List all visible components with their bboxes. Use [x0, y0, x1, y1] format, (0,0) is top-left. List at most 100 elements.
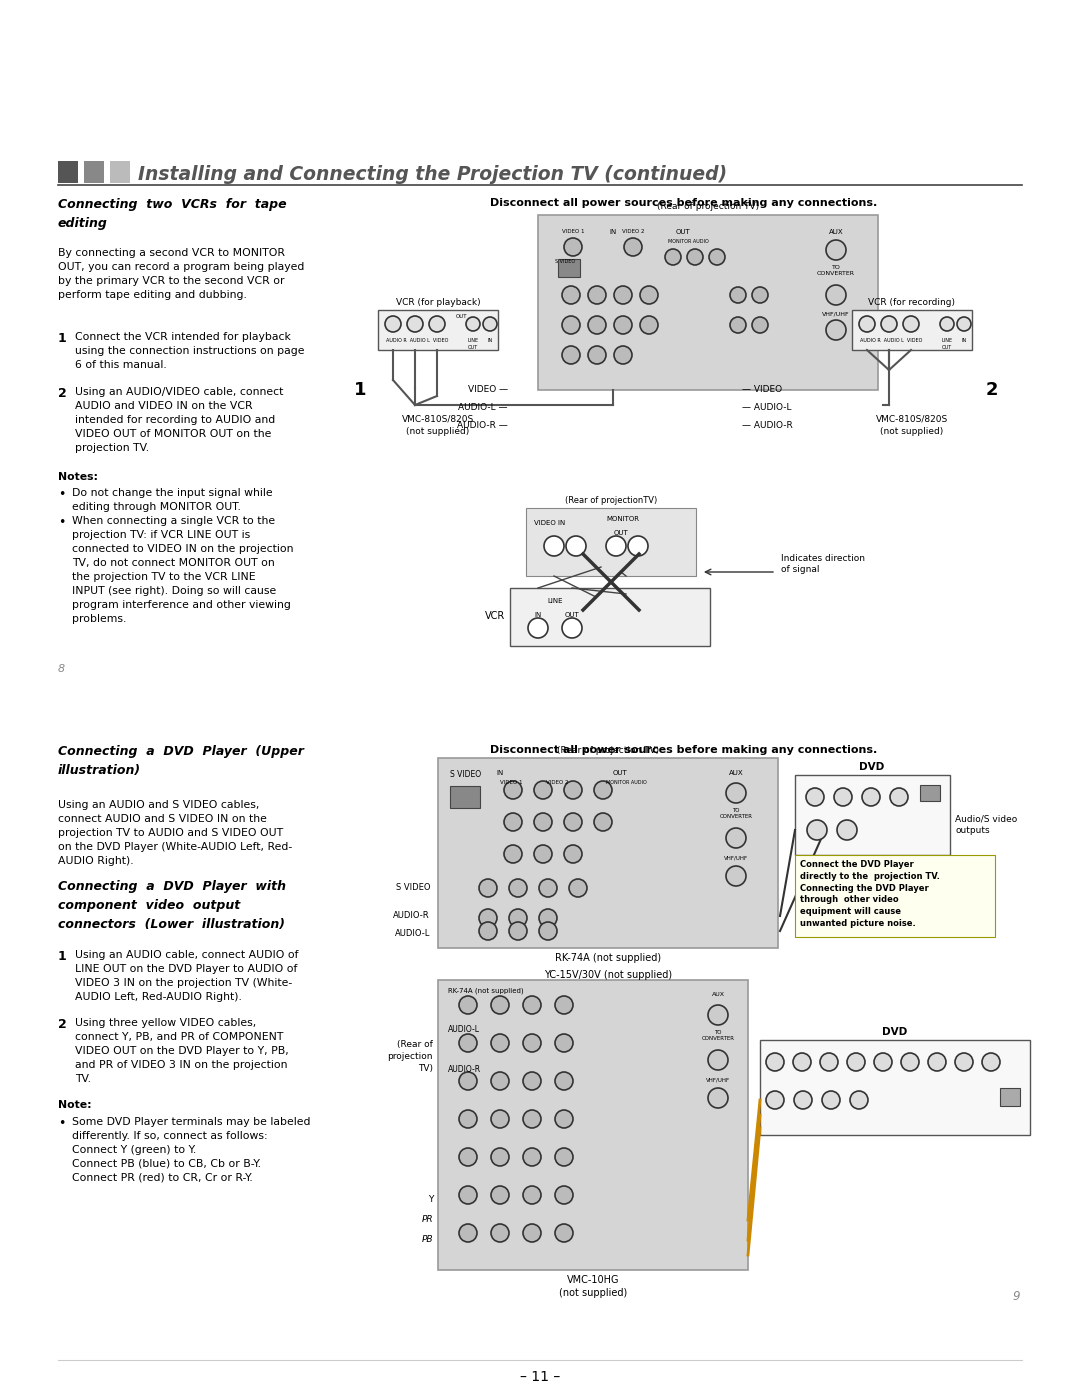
- Text: LINE
OUT: LINE OUT: [942, 338, 953, 349]
- Circle shape: [822, 1091, 840, 1109]
- Text: IN: IN: [961, 338, 967, 344]
- Circle shape: [955, 1053, 973, 1071]
- Text: VCR: VCR: [485, 610, 505, 622]
- Text: •: •: [58, 1118, 66, 1130]
- Circle shape: [793, 1053, 811, 1071]
- Text: By connecting a second VCR to MONITOR
OUT, you can record a program being played: By connecting a second VCR to MONITOR OU…: [58, 249, 305, 300]
- Circle shape: [982, 1053, 1000, 1071]
- Text: VMC-810S/820S
(not supplied): VMC-810S/820S (not supplied): [402, 415, 474, 436]
- Circle shape: [615, 346, 632, 365]
- Text: PR: PR: [421, 1215, 433, 1225]
- Bar: [920, 785, 940, 800]
- Text: — AUDIO-R: — AUDIO-R: [742, 420, 793, 429]
- Text: — VIDEO: — VIDEO: [742, 386, 782, 394]
- Circle shape: [459, 1111, 477, 1127]
- Text: MONITOR: MONITOR: [606, 515, 639, 522]
- Bar: [438, 981, 748, 1270]
- Text: Audio/S video
outputs: Audio/S video outputs: [955, 814, 1017, 835]
- Text: TO
CONVERTER: TO CONVERTER: [702, 1030, 734, 1041]
- Text: Installing and Connecting the Projection TV (continued): Installing and Connecting the Projection…: [138, 165, 727, 184]
- Circle shape: [509, 922, 527, 940]
- Circle shape: [594, 781, 612, 799]
- Circle shape: [708, 1004, 728, 1025]
- Bar: [84, 161, 104, 183]
- Circle shape: [726, 782, 746, 803]
- Circle shape: [534, 813, 552, 831]
- Circle shape: [555, 1071, 573, 1090]
- Circle shape: [523, 996, 541, 1014]
- Text: Indicates direction
of signal: Indicates direction of signal: [781, 553, 865, 574]
- Circle shape: [459, 1148, 477, 1166]
- Circle shape: [523, 1224, 541, 1242]
- Circle shape: [465, 317, 480, 331]
- Text: VIDEO —: VIDEO —: [468, 386, 508, 394]
- Circle shape: [826, 285, 846, 305]
- Circle shape: [588, 316, 606, 334]
- Bar: [510, 588, 710, 645]
- Circle shape: [509, 909, 527, 928]
- Circle shape: [534, 845, 552, 863]
- Text: Connecting  a  DVD  Player  with
component  video  output
connectors  (Lower  il: Connecting a DVD Player with component v…: [58, 880, 286, 930]
- Circle shape: [555, 1148, 573, 1166]
- Circle shape: [504, 813, 522, 831]
- Circle shape: [544, 536, 564, 556]
- Text: (Rear of projectionTV): (Rear of projectionTV): [565, 496, 657, 504]
- Text: 9: 9: [1013, 1289, 1020, 1303]
- Text: IN: IN: [487, 338, 492, 344]
- Circle shape: [480, 922, 497, 940]
- Circle shape: [850, 1091, 868, 1109]
- Bar: [58, 161, 78, 183]
- Bar: [378, 310, 498, 351]
- Bar: [1000, 1088, 1020, 1106]
- Circle shape: [862, 788, 880, 806]
- Circle shape: [491, 1148, 509, 1166]
- Text: OUT: OUT: [676, 229, 690, 235]
- Circle shape: [523, 1111, 541, 1127]
- Text: Connect the DVD Player
directly to the  projection TV.
Connecting the DVD Player: Connect the DVD Player directly to the p…: [800, 861, 940, 928]
- Bar: [852, 310, 972, 351]
- Circle shape: [752, 286, 768, 303]
- Text: AUDIO-R: AUDIO-R: [393, 911, 430, 921]
- Circle shape: [806, 788, 824, 806]
- Circle shape: [459, 1224, 477, 1242]
- Text: OUT: OUT: [565, 612, 579, 617]
- Text: 1: 1: [58, 950, 67, 963]
- Circle shape: [834, 788, 852, 806]
- Circle shape: [539, 922, 557, 940]
- Text: DVD: DVD: [860, 761, 885, 773]
- Text: MONITOR AUDIO: MONITOR AUDIO: [606, 780, 647, 785]
- Circle shape: [564, 845, 582, 863]
- Text: Connecting  a  DVD  Player  (Upper
illustration): Connecting a DVD Player (Upper illustrat…: [58, 745, 303, 777]
- Circle shape: [555, 1034, 573, 1052]
- Text: AUDIO-L —: AUDIO-L —: [459, 404, 508, 412]
- Text: Notes:: Notes:: [58, 472, 98, 482]
- Text: (Rear of projection TV): (Rear of projection TV): [657, 203, 759, 211]
- Text: S VIDEO: S VIDEO: [395, 883, 430, 893]
- Text: MONITOR AUDIO: MONITOR AUDIO: [669, 239, 708, 244]
- Circle shape: [874, 1053, 892, 1071]
- Text: VIDEO 2: VIDEO 2: [546, 780, 568, 785]
- Circle shape: [491, 1111, 509, 1127]
- Circle shape: [708, 1051, 728, 1070]
- Circle shape: [708, 249, 725, 265]
- Text: AUX: AUX: [712, 992, 725, 997]
- Circle shape: [523, 1034, 541, 1052]
- Circle shape: [640, 316, 658, 334]
- Text: IN: IN: [497, 770, 503, 775]
- Circle shape: [491, 1071, 509, 1090]
- Text: AUDIO-L: AUDIO-L: [448, 1025, 480, 1035]
- Text: OUT: OUT: [456, 314, 468, 319]
- Circle shape: [555, 1224, 573, 1242]
- Text: Connecting  two  VCRs  for  tape
editing: Connecting two VCRs for tape editing: [58, 198, 286, 231]
- Circle shape: [459, 1071, 477, 1090]
- Circle shape: [562, 346, 580, 365]
- Text: VMC-10HG
(not supplied): VMC-10HG (not supplied): [558, 1275, 627, 1298]
- Text: VIDEO 1: VIDEO 1: [500, 780, 523, 785]
- Circle shape: [491, 1186, 509, 1204]
- Circle shape: [594, 813, 612, 831]
- Circle shape: [859, 316, 875, 332]
- Circle shape: [534, 781, 552, 799]
- Circle shape: [837, 820, 858, 840]
- Text: TO
CONVERTER: TO CONVERTER: [719, 807, 753, 819]
- Bar: [795, 855, 995, 937]
